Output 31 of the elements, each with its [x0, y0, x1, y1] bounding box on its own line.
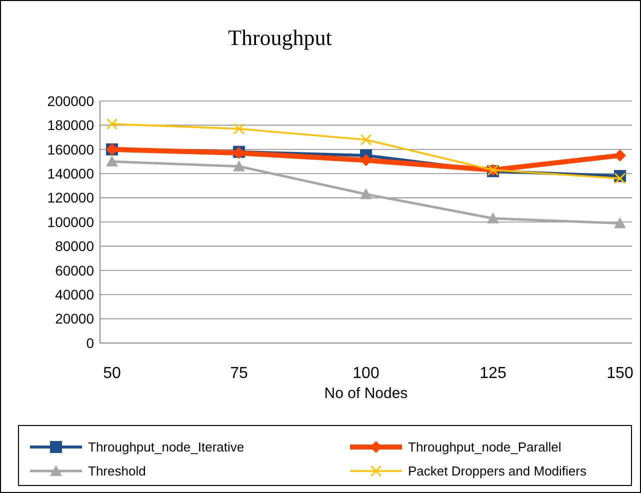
y-tick-label: 140000 [47, 166, 94, 182]
point [614, 172, 626, 184]
point [360, 134, 372, 146]
point [233, 123, 245, 135]
legend-label: Packet Droppers and Modifiers [408, 464, 587, 479]
x-tick-label: 125 [480, 365, 506, 382]
point [360, 188, 372, 200]
y-tick-label: 60000 [55, 262, 94, 278]
y-tick-label: 100000 [47, 214, 94, 230]
y-tick-label: 20000 [55, 310, 94, 327]
point [106, 118, 118, 130]
x-axis-title: No of Nodes [324, 385, 408, 402]
legend-label: Throughput_node_Iterative [88, 440, 244, 455]
point [233, 160, 245, 172]
y-tick-label: 160000 [47, 141, 94, 158]
legend-label: Throughput_node_Parallel [408, 440, 562, 455]
y-tick-label: 200000 [47, 92, 94, 109]
y-tick-label: 180000 [47, 117, 94, 134]
y-tick-label: 0 [86, 334, 94, 351]
point [106, 156, 118, 166]
x-tick-label: 100 [352, 365, 380, 382]
y-tick-label: 120000 [47, 190, 94, 206]
point [614, 217, 626, 228]
x-tick-label: 50 [103, 365, 121, 382]
legend-label: Threshold [88, 464, 146, 479]
chart-title: Throughput [228, 25, 332, 50]
x-tick-label: 150 [606, 365, 634, 382]
y-tick-label: 40000 [55, 286, 94, 302]
y-tick-label: 80000 [55, 238, 94, 254]
x-tick-label: 75 [230, 365, 248, 382]
point [487, 212, 499, 224]
